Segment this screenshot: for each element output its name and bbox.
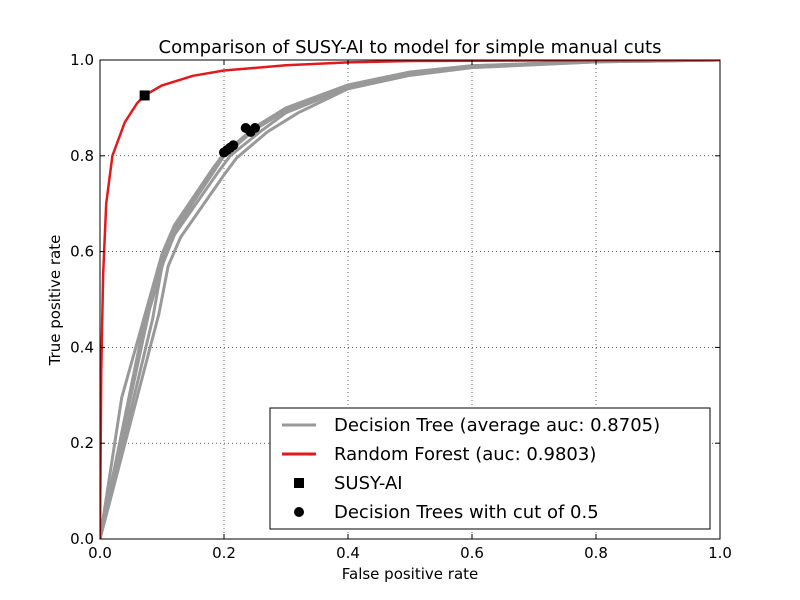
plot-frame — [99, 59, 721, 540]
chart-title: Comparison of SUSY-AI to model for simpl… — [159, 37, 662, 58]
legend-label: Decision Tree (average auc: 0.8705) — [334, 415, 660, 436]
y-tick-label: 0.8 — [70, 147, 94, 165]
x-tick-label: 1.0 — [708, 544, 732, 562]
x-tick-label: 0.6 — [460, 544, 484, 562]
axis-ticks: 0.0 0.2 0.4 0.6 0.8 1.0 0.0 0.2 0.4 0.6 0.8 1.0 — [70, 51, 732, 562]
data-layer — [100, 60, 720, 539]
y-axis-label: True positive rate — [46, 235, 64, 367]
legend-label: SUSY-AI — [334, 473, 403, 494]
legend-circle-sample — [294, 507, 304, 517]
susy-ai-marker — [139, 90, 150, 101]
x-tick-label: 0.8 — [584, 544, 608, 562]
x-axis-label: False positive rate — [342, 565, 479, 583]
decision-tree-cut-marker — [250, 123, 260, 134]
y-tick-label: 0.4 — [70, 338, 94, 356]
y-tick-label: 0.6 — [70, 243, 94, 261]
y-tick-label: 0.0 — [70, 530, 94, 548]
y-tick-label: 0.2 — [70, 434, 94, 452]
decision-tree-curve — [100, 60, 720, 539]
legend-label: Decision Trees with cut of 0.5 — [334, 502, 599, 523]
x-tick-label: 0.2 — [212, 544, 236, 562]
decision-tree-cut-marker — [228, 140, 239, 151]
y-tick-label: 1.0 — [70, 51, 94, 69]
x-tick-label: 0.0 — [88, 544, 112, 562]
legend-box — [269, 407, 711, 530]
legend-square-sample — [294, 478, 304, 488]
legend: Decision Tree (average auc: 0.8705) Rando… — [269, 407, 711, 530]
random-forest-curve — [100, 60, 720, 539]
x-tick-label: 0.4 — [336, 544, 360, 562]
legend-label: Random Forest (auc: 0.9803) — [334, 444, 596, 465]
